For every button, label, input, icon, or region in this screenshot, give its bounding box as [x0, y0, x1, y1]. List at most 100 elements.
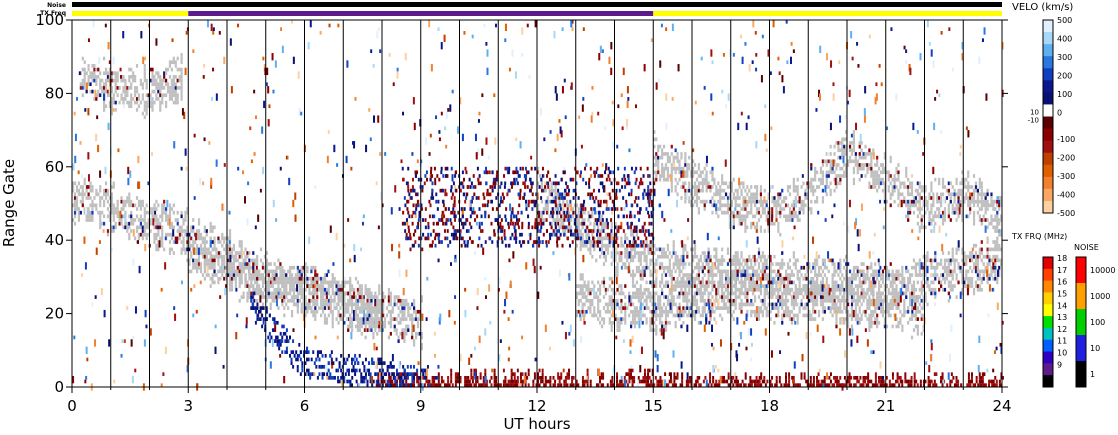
y-axis-label: Range Gate: [0, 159, 18, 247]
velocity-swatch: [1043, 32, 1053, 45]
velocity-tick-label: -300: [1057, 172, 1075, 181]
noise-swatch: [1076, 257, 1086, 284]
x-tick-label: 0: [67, 397, 77, 415]
y-tick-label: 20: [45, 305, 64, 323]
positive-velocity-echoes: [250, 291, 431, 387]
velocity-tick-label: -100: [1057, 135, 1075, 144]
mixed-echoes: [401, 166, 656, 248]
txfreq-tick-label: 11: [1057, 337, 1067, 346]
velocity-swatch: [1043, 56, 1053, 69]
velocity-gap-label: 10: [1030, 109, 1039, 117]
velocity-swatch: [1043, 116, 1053, 130]
noise-swatch: [1076, 309, 1086, 336]
noise-colorbar-title: NOISE: [1074, 243, 1099, 252]
noise-colorbar: 10000 1000 100 10 1: [1075, 256, 1115, 388]
noise-colorbar-frame: [1075, 256, 1087, 388]
txfreq-tick-label: 9: [1057, 360, 1062, 369]
txfreq-colorbar-title: TX FRQ (MHz): [1011, 232, 1067, 241]
x-tick-label: 3: [183, 397, 193, 415]
velocity-swatch: [1043, 164, 1053, 178]
noise-swatch: [1076, 283, 1086, 310]
echo-band-5: [575, 269, 925, 340]
velocity-swatch: [1043, 92, 1053, 105]
near-range-echoes: [375, 368, 1004, 387]
txfreq-colorbar: 18 17 16 15 14 13 12 11 10 9: [1042, 254, 1067, 388]
x-tick-label: 24: [992, 397, 1011, 415]
txfreq-swatch: [1043, 292, 1053, 305]
noise-tick-label: 1000: [1090, 292, 1110, 301]
velocity-swatch: [1043, 200, 1053, 214]
velocity-tick-label: -400: [1057, 191, 1075, 200]
echo-band-1: [79, 53, 183, 120]
echo-band-4: [653, 130, 1003, 237]
plot-area: [72, 20, 1004, 391]
velocity-tick-label: 0: [1057, 109, 1062, 118]
x-tick-label: 21: [876, 397, 895, 415]
noise-tick-label: 1: [1090, 370, 1095, 379]
txfreq-swatch: [1043, 257, 1053, 270]
y-tick-label: 0: [54, 378, 64, 396]
txfreq-swatch: [1043, 351, 1053, 364]
txfreq-swatch: [1043, 316, 1053, 329]
velocity-swatch: [1043, 152, 1053, 166]
velocity-swatch: [1043, 80, 1053, 93]
txfreq-segment-2: [653, 11, 1002, 16]
velocity-tick-label: 100: [1057, 90, 1072, 99]
noise-bar: [72, 2, 1002, 7]
echo-band-2: [188, 232, 385, 340]
velocity-gap-label: -10: [1028, 117, 1039, 125]
txfreq-label: TX Freq: [40, 10, 66, 17]
velocity-colorbar-title: VELO (km/s): [1012, 2, 1073, 13]
txfreq-swatch: [1043, 339, 1053, 353]
txfreq-tick-label: 17: [1057, 266, 1067, 275]
velocity-swatch: [1043, 176, 1053, 190]
txfreq-tick-label: 13: [1057, 313, 1067, 322]
txfreq-tick-label: 12: [1057, 325, 1067, 334]
noise-tick-label: 100: [1090, 318, 1105, 327]
txfreq-swatch: [1043, 375, 1053, 388]
y-tick-label: 40: [45, 231, 64, 249]
txfreq-swatch: [1043, 363, 1053, 376]
txfreq-tick-label: 10: [1057, 349, 1067, 358]
velocity-swatch: [1043, 44, 1053, 57]
txfreq-swatch: [1043, 327, 1053, 341]
txfreq-bar: [72, 11, 1002, 16]
scattered-echoes: [72, 20, 1004, 391]
noise-tick-label: 10000: [1090, 266, 1115, 275]
txfreq-swatch: [1043, 268, 1053, 282]
y-tick-label: 100: [35, 11, 64, 29]
txfreq-swatch: [1043, 304, 1053, 317]
y-tick-label: 80: [45, 84, 64, 102]
velocity-tick-label: 500: [1057, 16, 1072, 25]
velocity-swatch: [1043, 188, 1053, 202]
x-tick-label: 9: [416, 397, 426, 415]
noise-label: Noise: [47, 2, 66, 9]
velocity-tick-label: -200: [1057, 154, 1075, 163]
x-tick-label: 15: [644, 397, 663, 415]
velocity-swatch: [1043, 104, 1053, 117]
velocity-swatch: [1043, 68, 1053, 81]
y-axis: 0 20 40 60 80 100: [35, 11, 1008, 396]
noise-tick-label: 10: [1090, 344, 1100, 353]
x-tick-label: 12: [527, 397, 546, 415]
velocity-swatch: [1043, 128, 1053, 142]
velocity-tick-label: 400: [1057, 35, 1072, 44]
txfreq-segment-0: [72, 11, 189, 16]
velocity-tick-label: 200: [1057, 72, 1072, 81]
x-axis-label: UT hours: [503, 415, 570, 433]
txfreq-colorbar-frame: [1042, 256, 1054, 388]
x-axis: 0 3 6 9 12 15 18 21 24: [67, 387, 1012, 415]
velocity-swatch: [1043, 140, 1053, 154]
velocity-swatch: [1043, 20, 1053, 33]
velocity-tick-label: 300: [1057, 53, 1072, 62]
txfreq-swatch: [1043, 280, 1053, 293]
noise-swatch: [1076, 361, 1086, 388]
velocity-tick-label: -500: [1057, 209, 1075, 218]
txfreq-segment-1: [188, 11, 654, 16]
txfreq-tick-label: 18: [1057, 254, 1067, 263]
noise-swatch: [1076, 335, 1086, 362]
x-tick-label: 18: [760, 397, 779, 415]
txfreq-tick-label: 15: [1057, 289, 1067, 298]
txfreq-tick-label: 14: [1057, 301, 1067, 310]
velocity-colorbar-frame: [1042, 19, 1054, 214]
